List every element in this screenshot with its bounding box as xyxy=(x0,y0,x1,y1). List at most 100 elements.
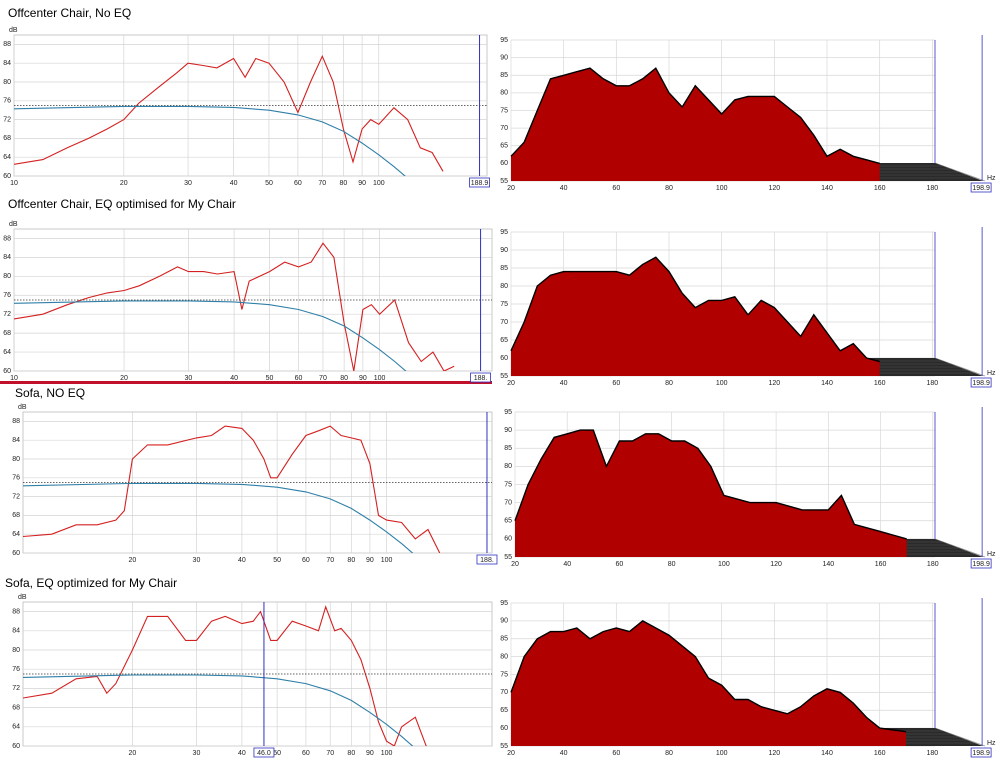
x-tick-label: 80 xyxy=(665,380,673,387)
waterfall-surface xyxy=(510,620,907,733)
x-tick-label: 30 xyxy=(185,375,193,382)
y-tick-label: 95 xyxy=(504,409,512,416)
x-tick-label: 20 xyxy=(129,750,137,757)
x-tick-label: 90 xyxy=(359,375,367,382)
x-tick-label: 140 xyxy=(821,185,833,192)
chart-title: Sofa, NO EQ xyxy=(15,386,85,400)
x-tick-label: 160 xyxy=(875,561,887,568)
x-tick-label: 40 xyxy=(230,180,238,187)
y-tick-label: 64 xyxy=(12,531,20,538)
x-tick-label: 20 xyxy=(507,380,515,387)
y-tick-label: 80 xyxy=(3,79,11,86)
x-tick-label: 60 xyxy=(616,561,624,568)
x-tick-label: 40 xyxy=(560,750,568,757)
waterfall-base xyxy=(515,430,907,557)
x-tick-label: 160 xyxy=(874,380,886,387)
y-tick-label: 85 xyxy=(500,265,508,272)
x-tick-label: 120 xyxy=(768,750,780,757)
waterfall-base xyxy=(511,620,906,746)
x-tick-label: 60 xyxy=(612,185,620,192)
x-tick-label: 50 xyxy=(273,750,281,757)
x-tick-label: 60 xyxy=(294,180,302,187)
x-tick-label: 80 xyxy=(665,185,673,192)
y-axis-label: dB xyxy=(18,594,27,601)
series-line xyxy=(14,105,406,176)
x-tick-label: 160 xyxy=(874,750,886,757)
y-tick-label: 80 xyxy=(500,653,508,660)
line-chart: Offcenter Chair, No EQ 60 64 68 72 76 80 84 88 10… xyxy=(3,6,490,188)
cursor-label: 188. xyxy=(474,375,488,382)
x-tick-label: 100 xyxy=(374,375,386,382)
y-tick-label: 88 xyxy=(12,608,20,615)
x-tick-label: 60 xyxy=(302,557,310,564)
y-tick-label: 68 xyxy=(12,512,20,519)
waterfall-surface xyxy=(514,429,907,540)
x-tick-label: 180 xyxy=(926,750,938,757)
x-tick-label: 40 xyxy=(238,557,246,564)
y-tick-label: 60 xyxy=(500,355,508,362)
cursor-label: 46.0 xyxy=(257,750,271,757)
x-tick-label: 30 xyxy=(193,557,201,564)
cursor-label: 198.9 xyxy=(972,185,990,192)
y-tick-label: 95 xyxy=(500,600,508,607)
y-axis-label: dB xyxy=(9,27,18,34)
x-tick-label: 40 xyxy=(560,380,568,387)
y-tick-label: 75 xyxy=(500,107,508,114)
x-tick-label: 20 xyxy=(120,180,128,187)
y-tick-label: 70 xyxy=(500,125,508,132)
waterfall-base xyxy=(511,257,880,376)
cursor-label: 188. xyxy=(480,557,494,564)
x-tick-label: 20 xyxy=(507,750,515,757)
x-axis-label: Hz xyxy=(987,740,996,747)
y-tick-label: 80 xyxy=(3,273,11,280)
series-line xyxy=(23,605,427,746)
x-tick-label: 80 xyxy=(340,180,348,187)
x-tick-label: 120 xyxy=(768,185,780,192)
x-tick-label: 180 xyxy=(927,561,939,568)
x-axis-label: Hz xyxy=(987,175,996,182)
x-tick-label: 100 xyxy=(373,180,385,187)
y-tick-label: 60 xyxy=(500,725,508,732)
x-tick-label: 180 xyxy=(926,185,938,192)
line-chart: Sofa, NO EQ 60 64 68 72 76 80 84 88 20 30 40 50 60 70 8… xyxy=(12,386,498,565)
y-tick-label: 60 xyxy=(504,536,512,543)
y-tick-label: 60 xyxy=(3,368,11,375)
cursor-box xyxy=(970,558,992,569)
waterfall-chart: 55 60 65 70 75 80 85 90 95 20 40 60 80 100 120 140 160 18… xyxy=(500,227,996,388)
y-tick-label: 70 xyxy=(500,689,508,696)
y-tick-label: 55 xyxy=(500,178,508,185)
y-tick-label: 84 xyxy=(3,60,11,67)
cursor-label: 198.9 xyxy=(972,561,990,568)
side-edge xyxy=(934,162,986,182)
y-tick-label: 80 xyxy=(500,283,508,290)
y-tick-label: 60 xyxy=(500,160,508,167)
cursor-box xyxy=(470,372,491,383)
y-tick-label: 55 xyxy=(500,743,508,750)
x-tick-label: 180 xyxy=(926,380,938,387)
x-tick-label: 80 xyxy=(347,557,355,564)
y-tick-label: 70 xyxy=(504,499,512,506)
y-tick-label: 76 xyxy=(12,666,20,673)
cursor-label: 198.9 xyxy=(972,380,990,387)
x-tick-label: 90 xyxy=(366,750,374,757)
x-tick-label: 20 xyxy=(129,557,137,564)
y-tick-label: 75 xyxy=(500,301,508,308)
series-line xyxy=(14,242,455,371)
x-tick-label: 10 xyxy=(10,180,18,187)
y-tick-label: 60 xyxy=(12,743,20,750)
x-tick-label: 100 xyxy=(716,185,728,192)
side-edge xyxy=(934,727,986,747)
x-tick-label: 30 xyxy=(184,180,192,187)
cursor-label: 198.9 xyxy=(972,750,990,757)
y-tick-label: 90 xyxy=(504,427,512,434)
y-tick-label: 76 xyxy=(3,292,11,299)
x-tick-label: 100 xyxy=(716,380,728,387)
x-tick-label: 10 xyxy=(10,375,18,382)
separator xyxy=(0,381,492,384)
y-tick-label: 64 xyxy=(3,154,11,161)
y-tick-label: 55 xyxy=(504,554,512,561)
waterfall-chart: 55 60 65 70 75 80 85 90 95 20 40 60 80 100 120 140 160 18… xyxy=(504,407,996,569)
y-tick-label: 90 xyxy=(500,247,508,254)
line-chart: Offcenter Chair, EQ optimised for My Cha… xyxy=(3,197,493,383)
x-tick-label: 70 xyxy=(319,375,327,382)
